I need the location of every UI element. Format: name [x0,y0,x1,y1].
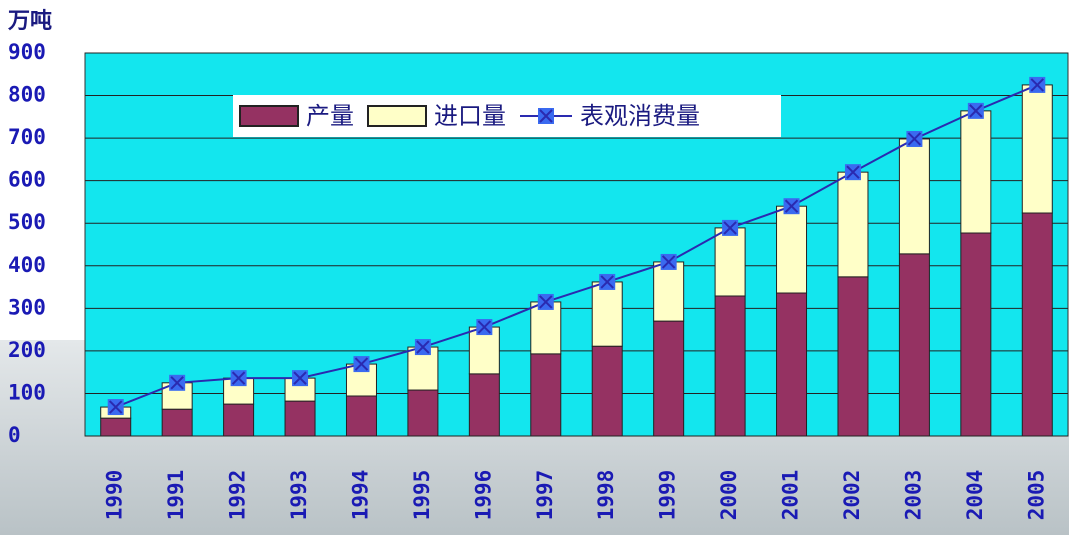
y-tick-label: 800 [8,83,46,107]
line-marker [599,274,615,290]
line-marker [353,356,369,372]
bar-segment [1022,85,1052,213]
bar-segment [899,139,929,254]
x-tick-label: 1998 [594,470,618,521]
bar-segment [961,233,991,436]
legend: 产量 进口量 表观消费量 [233,95,781,137]
line-marker [476,319,492,335]
legend-swatch [368,106,426,126]
bar-segment [777,293,807,436]
line-marker [108,399,124,415]
x-tick-label: 1999 [656,470,680,521]
bar-segment [777,206,807,293]
x-tick-label: 1995 [410,470,434,521]
y-tick-label: 500 [8,210,46,234]
line-marker [292,370,308,386]
chart: 万吨 0 100 200 300 400 500 600 700 800 900 1990 1991 1… [0,0,1069,535]
line-marker [968,103,984,119]
x-tick-label: 1991 [164,470,188,521]
bar-segment [592,346,622,436]
y-tick-label: 900 [8,40,46,64]
x-tick-label: 2003 [901,470,925,521]
line-marker [169,375,185,391]
line-marker [231,370,247,386]
y-tick-label: 100 [8,380,46,404]
y-tick-label: 200 [8,338,46,362]
y-tick-label: 0 [8,423,21,447]
y-tick-label: 600 [8,168,46,192]
bar-segment [162,409,192,436]
line-marker [661,254,677,270]
bar-segment [469,374,499,436]
bar-segment [838,172,868,277]
x-tick-label: 1997 [533,470,557,521]
line-marker [784,198,800,214]
y-tick-label: 700 [8,125,46,149]
line-marker [415,339,431,355]
legend-swatch [240,106,298,126]
legend-label: 进口量 [434,102,506,130]
x-tick-label: 1996 [471,470,495,521]
bar-segment [592,282,622,346]
y-tick-label: 400 [8,253,46,277]
bar-segment [715,228,745,296]
bar-segment [531,354,561,436]
line-marker [845,164,861,180]
bar-segment [838,277,868,436]
bar-segment [101,418,131,436]
bar-segment [654,321,684,436]
bar-segment [899,254,929,436]
bar-segment [285,401,315,436]
legend-label: 产量 [306,102,354,130]
bar-segment [224,404,254,436]
y-tick-label: 300 [8,295,46,319]
x-tick-label: 2000 [717,470,741,521]
bar-segment [1022,213,1052,436]
x-tick-label: 1993 [287,470,311,521]
line-marker [722,220,738,236]
x-tick-label: 1990 [103,470,127,521]
legend-label: 表观消费量 [580,102,700,130]
x-tick-label: 1992 [226,470,250,521]
bar-segment [715,296,745,436]
bar-segment [654,262,684,321]
x-tick-label: 2005 [1024,470,1048,521]
x-tick-label: 2004 [963,470,987,521]
x-tick-label: 2001 [779,470,803,521]
bar-segment [961,111,991,233]
bar-segment [408,390,438,436]
bar-segment [346,396,376,436]
line-marker [906,131,922,147]
x-tick-label: 1994 [348,470,372,521]
x-tick-label: 2002 [840,470,864,521]
line-marker [538,294,554,310]
y-axis-unit: 万吨 [7,9,52,34]
line-marker [1029,77,1045,93]
